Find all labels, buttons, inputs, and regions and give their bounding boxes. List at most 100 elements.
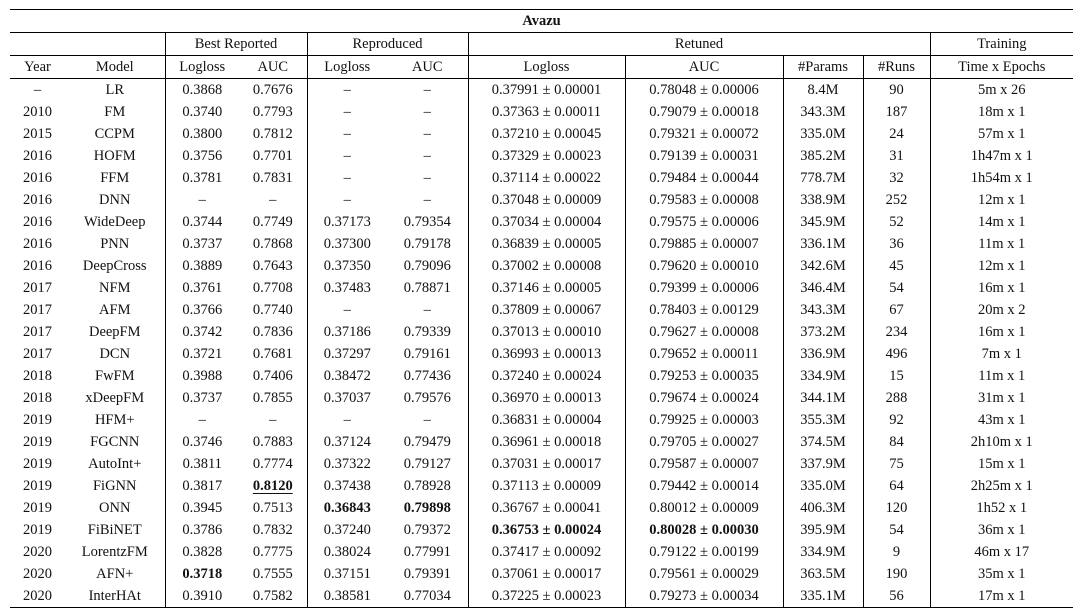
- cell-retuned-auc: 0.79442 ± 0.00014: [625, 475, 784, 497]
- cell-repro-logloss: 0.37350: [323, 258, 371, 274]
- table-row: 2016 WideDeep 0.3744 0.7749 0.37173 0.79354 0.…: [10, 211, 1073, 233]
- cell-repro-auc: 0.78871: [387, 277, 469, 299]
- cell-runs: 90: [863, 78, 931, 101]
- cell-repro-logloss: –: [343, 192, 351, 208]
- cell-best-auc: 0.7676: [239, 78, 308, 101]
- cell-best-auc: 0.7555: [239, 563, 308, 585]
- cell-runs: 24: [863, 123, 931, 145]
- cell-retuned-logloss: 0.36753 ± 0.00024: [468, 519, 626, 541]
- cell-params: 334.9M: [783, 365, 864, 387]
- cell-retuned-logloss: 0.37013 ± 0.00010: [468, 321, 626, 343]
- cell-repro-logloss: 0.36843: [323, 500, 371, 516]
- cell-repro-auc: 0.79161: [387, 343, 469, 365]
- cell-model: WideDeep: [65, 211, 166, 233]
- cell-runs: 15: [863, 365, 931, 387]
- cell-best-logloss: 0.3800: [182, 126, 223, 142]
- cell-best-logloss: –: [198, 192, 206, 208]
- cell-retuned-logloss: 0.37210 ± 0.00045: [468, 123, 626, 145]
- cell-params: 373.2M: [783, 321, 864, 343]
- cell-repro-logloss: 0.37173: [323, 214, 371, 230]
- table-row: 2019 HFM+ – – – –0.36831 ± 0.00004 0.79925 ± 0…: [10, 409, 1073, 431]
- cell-repro-logloss: –: [343, 104, 351, 120]
- cell-best-auc: 0.7701: [239, 145, 308, 167]
- cell-year: 2019: [23, 412, 52, 428]
- cell-retuned-logloss: 0.37329 ± 0.00023: [468, 145, 626, 167]
- column-header-row: Year Model Logloss AUC Logloss AUC Loglo…: [10, 55, 1074, 79]
- cell-runs: 67: [863, 299, 931, 321]
- cell-runs: 32: [863, 167, 931, 189]
- col-header-repro-logloss: Logloss: [307, 55, 387, 79]
- cell-year: 2018: [23, 368, 52, 384]
- cell-params: 363.5M: [783, 563, 864, 585]
- table-row: 2016 FFM 0.3781 0.7831– –0.37114 ± 0.00022 0.…: [10, 167, 1073, 189]
- cell-retuned-logloss: 0.36839 ± 0.00005: [468, 233, 626, 255]
- cell-params: 335.1M: [783, 585, 864, 608]
- cell-retuned-auc: 0.79253 ± 0.00035: [625, 365, 784, 387]
- cell-best-logloss: 0.3740: [182, 104, 223, 120]
- cell-best-auc: 0.7740: [239, 299, 308, 321]
- cell-params: 343.3M: [783, 101, 864, 123]
- cell-time-epochs: 17m x 1: [930, 585, 1074, 608]
- cell-retuned-logloss: 0.37417 ± 0.00092: [468, 541, 626, 563]
- cell-time-epochs: 12m x 1: [978, 258, 1026, 274]
- cell-time-epochs: 12m x 1: [978, 192, 1026, 208]
- cell-retuned-logloss: 0.37114 ± 0.00022: [468, 167, 626, 189]
- cell-retuned-logloss: 0.37146 ± 0.00005: [468, 277, 626, 299]
- avazu-results-table: Avazu Best Reported Reproduced Retuned T…: [10, 9, 1074, 608]
- cell-runs: 84: [863, 431, 931, 453]
- table-row: 2016 HOFM 0.3756 0.7701– –0.37329 ± 0.00023 0…: [10, 145, 1073, 167]
- cell-retuned-auc: 0.79079 ± 0.00018: [625, 101, 784, 123]
- cell-best-logloss: 0.3761: [182, 280, 223, 296]
- table-row: 2016 PNN 0.3737 0.7868 0.37300 0.79178 0.36839…: [10, 233, 1073, 255]
- cell-model: FiGNN: [65, 475, 166, 497]
- cell-runs: 54: [863, 277, 931, 299]
- cell-model: PNN: [65, 233, 166, 255]
- cell-time-epochs: 2h10m x 1: [970, 434, 1033, 450]
- cell-best-logloss: 0.3988: [182, 368, 223, 384]
- cell-params: 355.3M: [783, 409, 864, 431]
- col-header-retuned-logloss: Logloss: [468, 55, 626, 79]
- cell-retuned-auc: 0.78403 ± 0.00129: [625, 299, 784, 321]
- cell-params: 406.3M: [783, 497, 864, 519]
- cell-model: LR: [65, 78, 166, 101]
- table-row: 2019 FGCNN 0.3746 0.7883 0.37124 0.79479 0.369…: [10, 431, 1073, 453]
- table-row: 2020 InterHAt 0.3910 0.7582 0.38581 0.77034 0.…: [10, 585, 1074, 608]
- col-header-runs: #Runs: [863, 55, 931, 79]
- cell-best-auc: –: [239, 409, 308, 431]
- cell-params: 345.9M: [783, 211, 864, 233]
- cell-runs: 52: [863, 211, 931, 233]
- cell-repro-logloss: 0.38024: [323, 544, 371, 560]
- cell-year: –: [33, 82, 42, 98]
- table-row: 2017 DCN 0.3721 0.7681 0.37297 0.79161 0.36993…: [10, 343, 1073, 365]
- col-header-best-logloss: Logloss: [165, 55, 239, 79]
- cell-year: 2019: [23, 522, 52, 538]
- cell-runs: 31: [863, 145, 931, 167]
- cell-time-epochs: 43m x 1: [978, 412, 1026, 428]
- cell-retuned-auc: 0.80012 ± 0.00009: [625, 497, 784, 519]
- cell-year: 2010: [23, 104, 52, 120]
- cell-year: 2019: [23, 500, 52, 516]
- cell-repro-logloss: 0.37297: [323, 346, 371, 362]
- cell-best-logloss: 0.3786: [182, 522, 223, 538]
- cell-best-logloss: 0.3868: [182, 82, 223, 98]
- cell-year: 2016: [23, 170, 52, 186]
- cell-best-auc: 0.7775: [239, 541, 308, 563]
- cell-best-logloss: 0.3746: [182, 434, 223, 450]
- cell-model: DNN: [65, 189, 166, 211]
- cell-retuned-auc: 0.79139 ± 0.00031: [625, 145, 784, 167]
- cell-model: LorentzFM: [65, 541, 166, 563]
- cell-repro-auc: 0.77991: [387, 541, 469, 563]
- cell-best-auc: 0.7793: [239, 101, 308, 123]
- cell-params: 374.5M: [783, 431, 864, 453]
- title-row: Avazu: [10, 9, 1074, 33]
- cell-best-auc: 0.7582: [239, 585, 308, 608]
- table-row: 2016 DeepCross 0.3889 0.7643 0.37350 0.79096 0…: [10, 255, 1073, 277]
- cell-params: 346.4M: [783, 277, 864, 299]
- cell-year: 2020: [23, 566, 52, 582]
- cell-best-logloss: 0.3737: [182, 390, 223, 406]
- cell-runs: 496: [863, 343, 931, 365]
- cell-year: 2016: [23, 192, 52, 208]
- cell-model: HOFM: [65, 145, 166, 167]
- cell-params: 8.4M: [783, 78, 864, 101]
- cell-params: 395.9M: [783, 519, 864, 541]
